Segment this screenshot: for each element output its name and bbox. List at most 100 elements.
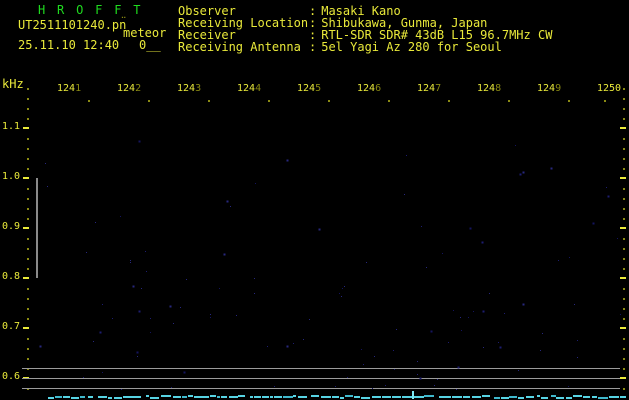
level-dash [131, 396, 141, 398]
y-tick-dot-right [623, 118, 625, 120]
output-filename: UT2511101240.pn [18, 18, 127, 32]
level-dash [494, 397, 500, 399]
mode-label: meteor [123, 26, 167, 40]
level-dash [161, 395, 171, 397]
y-tick-dash-right [620, 327, 626, 329]
station-info-row: Receiving Location: Shibukawa, Gunma, Jap… [178, 17, 487, 29]
x-tick-label: 1247 [417, 84, 441, 94]
level-dash [551, 395, 556, 397]
calibration-bar [36, 178, 38, 278]
y-tick-dash-left [23, 277, 29, 279]
level-dash [188, 395, 193, 397]
level-dash [482, 395, 490, 397]
y-tick-dot-left [27, 148, 29, 150]
y-tick-dot-right [623, 348, 625, 350]
y-tick-dash-left [23, 327, 29, 329]
x-tick-dim-digit: 7 [435, 83, 442, 94]
info-label: Receiver [178, 28, 236, 42]
station-info-row: Observer: Masaki Kano [178, 5, 401, 17]
level-dash [439, 396, 447, 398]
level-dash [217, 396, 220, 398]
level-dash [592, 396, 597, 398]
y-tick-dot-left [27, 268, 29, 270]
y-tick-dot-left [27, 168, 29, 170]
y-tick-dot-left [27, 298, 29, 300]
x-tick-bright-part: 124 [417, 83, 436, 94]
minute-tick-dot [88, 100, 90, 102]
y-tick-dot-left [27, 218, 29, 220]
info-separator: : [309, 4, 317, 18]
minute-tick-dot [148, 100, 150, 102]
y-tick-dot-left [27, 368, 29, 370]
level-dash [173, 396, 181, 398]
info-separator: : [309, 40, 317, 54]
y-tick-dot-left [27, 108, 29, 110]
filename-artifact: ¨ [120, 15, 128, 29]
y-tick-dash-left [23, 227, 29, 229]
x-tick-label: 1241 [57, 84, 81, 94]
echo-counter: 0__ [139, 38, 161, 52]
level-dash [229, 396, 238, 398]
info-label: Receiving Antenna [178, 40, 301, 54]
level-dash [345, 395, 353, 397]
reference-line [22, 378, 620, 379]
x-tick-label: 1244 [237, 84, 261, 94]
minute-tick-dot [388, 100, 390, 102]
level-dash [566, 397, 572, 399]
level-dash [556, 397, 564, 399]
x-tick-bright-part: 124 [357, 83, 376, 94]
level-dash [372, 396, 381, 398]
level-dash [123, 396, 131, 398]
level-dash [518, 397, 524, 399]
y-tick-dot-left [27, 198, 29, 200]
x-tick-dim-digit: 9 [555, 83, 562, 94]
minute-tick-dot [448, 100, 450, 102]
level-dash [541, 397, 548, 399]
y-tick-dot-left [27, 158, 29, 160]
y-tick-dot-right [623, 248, 625, 250]
x-tick-label: 1245 [297, 84, 321, 94]
level-dash [321, 396, 331, 398]
level-dash [63, 396, 70, 398]
x-tick-bright-part: 124 [297, 83, 316, 94]
minute-tick-dot [328, 100, 330, 102]
level-dash [210, 395, 216, 397]
y-tick-dot-right [623, 208, 625, 210]
y-tick-dash-right [620, 377, 626, 379]
x-tick-bright-part: 124 [177, 83, 196, 94]
reference-line [22, 388, 620, 389]
info-value: Shibukawa, Gunma, Japan [321, 16, 488, 30]
y-tick-dot-left [27, 348, 29, 350]
level-dash [250, 396, 253, 398]
level-dash [274, 396, 282, 398]
x-tick-dim-digit: 5 [315, 83, 322, 94]
level-dash [361, 397, 370, 399]
y-tick-dot-left [27, 238, 29, 240]
reference-line [22, 368, 620, 369]
level-dash [452, 396, 462, 398]
datetime-label: 25.11.10 12:40 [18, 38, 120, 52]
y-axis-unit-label: kHz [2, 77, 24, 91]
level-dash [302, 396, 307, 398]
level-dash [55, 396, 62, 398]
x-tick-bright-part: 124 [477, 83, 496, 94]
info-label: Receiving Location [178, 16, 309, 30]
y-tick-dot-left [27, 138, 29, 140]
x-tick-dim-digit: 8 [495, 83, 502, 94]
y-tick-dot-right [623, 168, 625, 170]
y-tick-dot-left [27, 318, 29, 320]
y-tick-dash-right [620, 177, 626, 179]
level-dash [424, 395, 434, 397]
minute-tick-dot [604, 100, 606, 102]
level-dash [108, 397, 112, 399]
level-dash [509, 396, 517, 398]
level-dash [293, 395, 296, 397]
level-dash [298, 396, 302, 398]
level-dash [354, 396, 360, 398]
y-tick-dot-right [623, 258, 625, 260]
info-value: Masaki Kano [321, 4, 401, 18]
level-dash [262, 396, 269, 398]
y-tick-dot-left [27, 388, 29, 390]
info-label: Observer [178, 4, 236, 18]
